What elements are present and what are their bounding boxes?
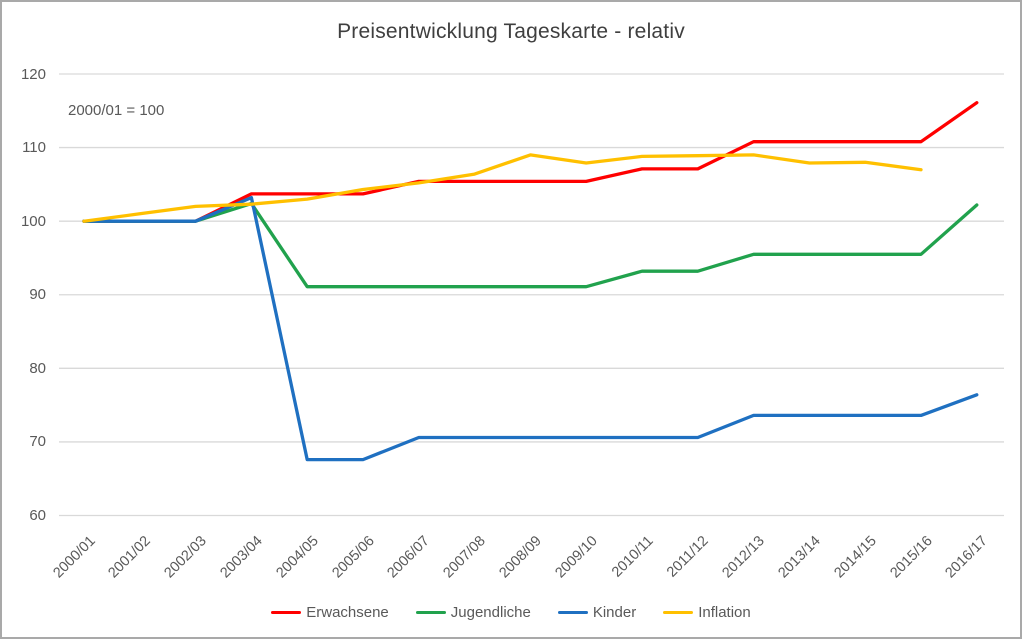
y-axis-tick-label: 90: [29, 286, 46, 304]
legend: Erwachsene Jugendliche Kinder Inflation: [2, 604, 1020, 621]
base-year-annotation: 2000/01 = 100: [68, 102, 165, 119]
y-axis-tick-label: 70: [29, 433, 46, 451]
y-axis-tick-label: 100: [20, 212, 46, 230]
series-line-inflation: [82, 153, 923, 223]
y-axis-tick-label: 60: [29, 507, 46, 524]
series-line-jugendliche: [82, 201, 979, 289]
legend-item-kinder: Kinder: [557, 604, 637, 621]
legend-line-swatch: [557, 610, 588, 615]
series-line-erwachsene: [82, 101, 979, 223]
y-axis-tick-label: 120: [20, 65, 46, 83]
y-axis-tick-label: 80: [29, 359, 46, 377]
legend-label: Erwachsene: [306, 604, 389, 621]
legend-line-swatch: [663, 610, 694, 615]
legend-item-inflation: Inflation: [663, 604, 751, 621]
y-axis-tick-label: 110: [22, 139, 46, 157]
chart-title: Preisentwicklung Tageskarte - relativ: [337, 20, 685, 43]
legend-line-swatch: [415, 610, 446, 615]
legend-item-erwachsene: Erwachsene: [271, 604, 389, 621]
legend-line-swatch: [271, 610, 302, 615]
legend-label: Jugendliche: [450, 604, 531, 621]
series-line-kinder: [82, 195, 979, 462]
legend-item-jugendliche: Jugendliche: [415, 604, 531, 621]
legend-label: Inflation: [698, 604, 751, 621]
legend-label: Kinder: [592, 604, 637, 621]
